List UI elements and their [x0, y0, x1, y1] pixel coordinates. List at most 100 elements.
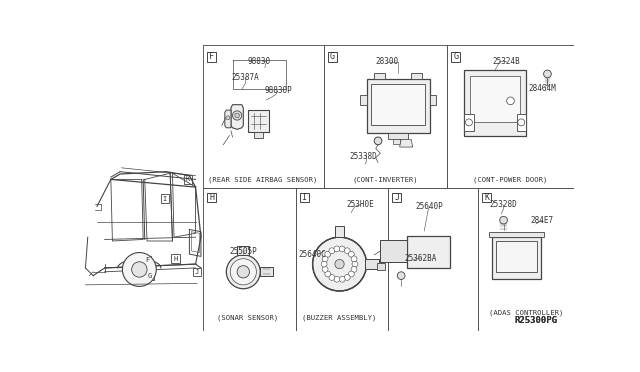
- Circle shape: [312, 237, 367, 291]
- Circle shape: [348, 271, 355, 277]
- Text: F: F: [209, 52, 214, 61]
- Text: R25300PG: R25300PG: [515, 316, 557, 325]
- Text: R25300PG: R25300PG: [515, 316, 557, 325]
- Circle shape: [227, 255, 260, 289]
- Bar: [371, 84, 425, 125]
- Text: I: I: [301, 193, 307, 202]
- Bar: [161, 195, 169, 203]
- Text: G: G: [453, 52, 458, 61]
- Text: 98830: 98830: [247, 57, 270, 66]
- Bar: [429, 95, 436, 106]
- Text: 253H0E: 253H0E: [346, 200, 374, 209]
- Bar: [388, 188, 478, 331]
- Circle shape: [351, 256, 357, 262]
- Circle shape: [344, 275, 350, 280]
- Text: (REAR SIDE AIRBAG SENSOR): (REAR SIDE AIRBAG SENSOR): [208, 176, 317, 183]
- Circle shape: [335, 260, 344, 269]
- Bar: [464, 114, 474, 131]
- Text: 25328D: 25328D: [490, 200, 517, 209]
- Bar: [451, 52, 460, 62]
- Circle shape: [132, 262, 147, 277]
- Bar: [394, 140, 399, 144]
- Polygon shape: [231, 105, 243, 129]
- Bar: [464, 70, 526, 135]
- Bar: [388, 133, 408, 140]
- Circle shape: [339, 246, 345, 252]
- Text: (CONT-POWER DOOR): (CONT-POWER DOOR): [474, 176, 548, 183]
- Bar: [237, 246, 250, 255]
- Bar: [374, 73, 385, 79]
- Text: (SONAR SENSOR): (SONAR SENSOR): [216, 315, 278, 321]
- Bar: [411, 73, 422, 79]
- Bar: [496, 241, 538, 272]
- Text: G: G: [147, 273, 152, 279]
- Bar: [172, 254, 180, 263]
- Text: 25387A: 25387A: [232, 73, 259, 82]
- Circle shape: [237, 266, 250, 278]
- Circle shape: [344, 248, 350, 254]
- Text: I: I: [163, 196, 167, 202]
- Bar: [204, 45, 324, 188]
- Bar: [470, 76, 520, 122]
- Text: 25362BA: 25362BA: [404, 254, 436, 263]
- Text: K: K: [186, 176, 190, 182]
- Circle shape: [321, 261, 327, 267]
- Circle shape: [397, 272, 405, 279]
- Bar: [324, 45, 447, 188]
- Circle shape: [351, 266, 357, 272]
- Circle shape: [352, 261, 358, 267]
- Circle shape: [334, 276, 340, 282]
- Bar: [478, 188, 575, 331]
- Bar: [207, 52, 216, 62]
- Bar: [296, 188, 388, 331]
- Bar: [193, 267, 202, 276]
- Bar: [207, 193, 216, 202]
- Text: 25505P: 25505P: [229, 247, 257, 256]
- Text: (CONT-INVERTER): (CONT-INVERTER): [353, 176, 419, 183]
- Circle shape: [334, 246, 340, 252]
- Bar: [380, 240, 406, 262]
- Text: 25338D: 25338D: [349, 152, 378, 161]
- Circle shape: [543, 70, 551, 78]
- Text: 25324B: 25324B: [493, 57, 520, 66]
- Text: J: J: [195, 269, 199, 275]
- Bar: [406, 235, 450, 268]
- Bar: [260, 267, 273, 276]
- Circle shape: [322, 256, 328, 262]
- Circle shape: [329, 248, 335, 254]
- Circle shape: [322, 266, 328, 272]
- Text: 284G4M: 284G4M: [528, 84, 556, 93]
- Circle shape: [500, 217, 508, 224]
- Circle shape: [518, 119, 525, 126]
- Bar: [482, 193, 492, 202]
- Bar: [367, 79, 429, 133]
- Bar: [248, 110, 269, 132]
- Bar: [516, 114, 526, 131]
- Text: 25640C: 25640C: [299, 250, 326, 259]
- Text: H: H: [173, 256, 178, 262]
- Bar: [447, 45, 575, 188]
- Text: F: F: [145, 257, 149, 263]
- Circle shape: [226, 116, 230, 120]
- Text: (BUZZER ASSEMBLY): (BUZZER ASSEMBLY): [302, 315, 377, 321]
- Bar: [300, 193, 308, 202]
- Circle shape: [339, 276, 345, 282]
- Circle shape: [325, 251, 331, 257]
- Bar: [365, 260, 379, 269]
- Bar: [492, 237, 541, 279]
- Text: K: K: [484, 193, 489, 202]
- Circle shape: [325, 271, 331, 277]
- Text: J: J: [394, 193, 399, 202]
- Text: 284E7: 284E7: [531, 216, 554, 225]
- Text: 25640P: 25640P: [416, 202, 444, 211]
- Bar: [204, 188, 296, 331]
- Text: 98830P: 98830P: [264, 86, 292, 95]
- Circle shape: [232, 111, 242, 120]
- Circle shape: [122, 253, 156, 286]
- Polygon shape: [225, 110, 231, 128]
- Bar: [360, 95, 367, 106]
- Bar: [254, 132, 263, 138]
- Text: G: G: [330, 52, 335, 61]
- Circle shape: [465, 119, 472, 126]
- Circle shape: [507, 97, 515, 105]
